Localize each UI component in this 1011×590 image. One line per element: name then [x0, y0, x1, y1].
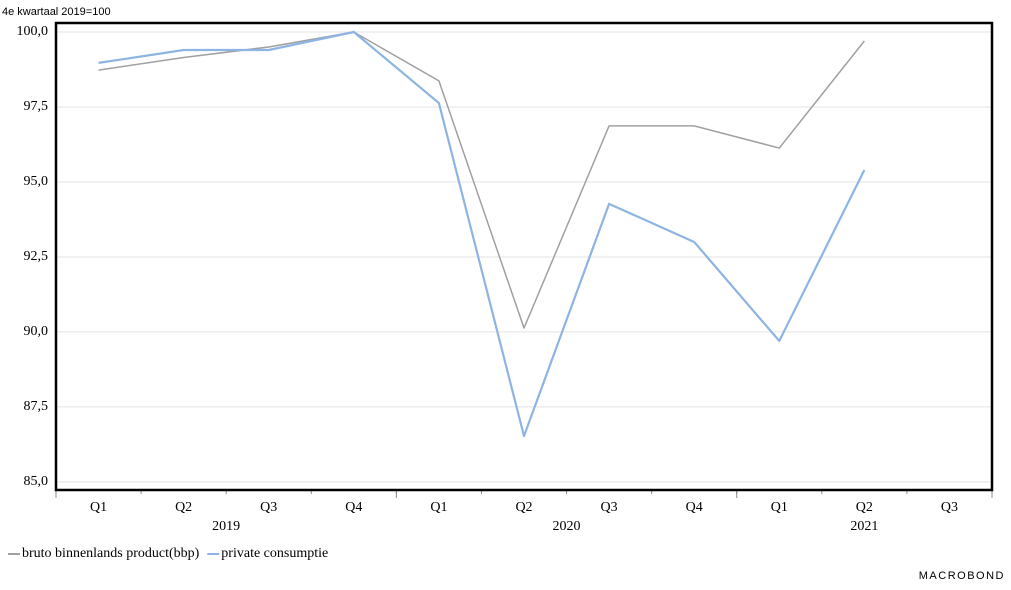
x-tick-label: Q2: [175, 500, 192, 515]
x-group-label: 2019: [212, 519, 240, 534]
x-tick-label: Q4: [345, 500, 362, 515]
series-line: [98, 30, 866, 438]
x-tick-label: Q2: [515, 500, 532, 515]
y-tick-label: 87,5: [24, 399, 49, 414]
x-tick-label: Q2: [856, 500, 873, 515]
plot-frame: [54, 21, 994, 492]
chart-subtitle: 4e kwartaal 2019=100: [2, 6, 111, 18]
y-tick-label: 95,0: [24, 174, 49, 189]
x-tick-label: Q1: [771, 500, 788, 515]
x-tick-label: Q4: [686, 500, 703, 515]
y-tick-label: 97,5: [24, 99, 49, 114]
x-tick-label: Q3: [260, 500, 277, 515]
x-tick-label: Q1: [90, 500, 107, 515]
x-tick-label: Q3: [941, 500, 958, 515]
y-tick-label: 92,5: [24, 249, 49, 264]
x-group-label: 2021: [850, 519, 878, 534]
legend-label: bruto binnenlands product(bbp): [22, 546, 200, 561]
y-tick-label: 90,0: [24, 324, 49, 339]
x-group-label: 2020: [553, 519, 581, 534]
x-tick-label: Q1: [430, 500, 447, 515]
legend-label: private consumptie: [221, 546, 328, 561]
series-line: [98, 31, 865, 329]
y-tick-label: 100,0: [17, 24, 49, 39]
x-tick-label: Q3: [601, 500, 618, 515]
y-tick-label: 85,0: [24, 474, 49, 489]
logo: MACROBOND: [919, 570, 1005, 582]
